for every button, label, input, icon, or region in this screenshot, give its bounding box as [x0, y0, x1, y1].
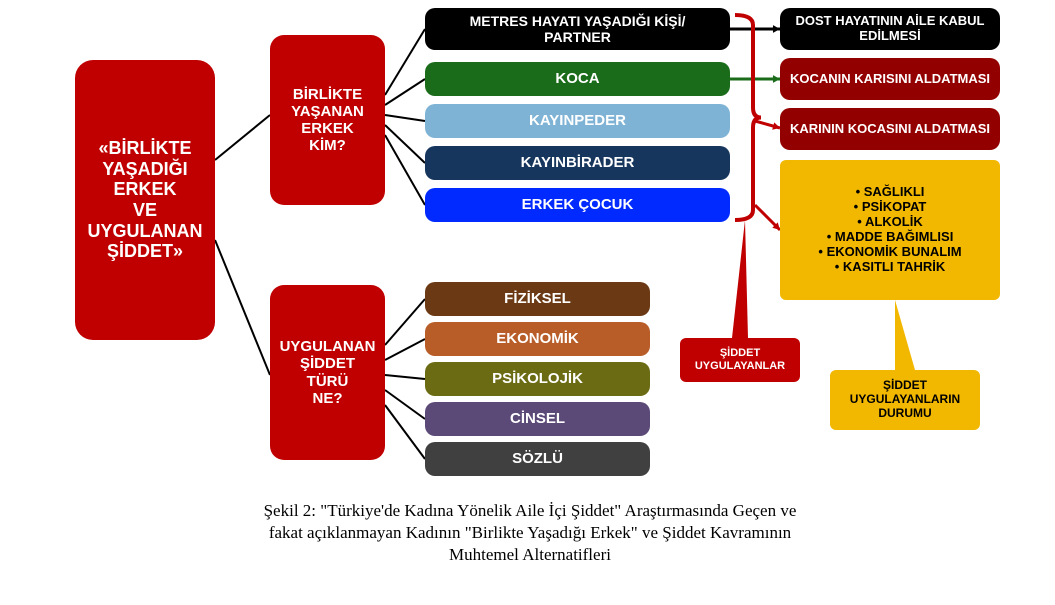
- type-cinsel: CİNSEL: [425, 402, 650, 436]
- root-box: «BİRLİKTE YAŞADIĞI ERKEK VE UYGULANAN Şİ…: [75, 60, 215, 340]
- bullet-item: SAĞLIKLI: [818, 185, 961, 200]
- co-siddet: ŞİDDET UYGULAYANLAR: [680, 338, 800, 382]
- bullet-item: EKONOMİK BUNALIM: [818, 245, 961, 260]
- bullet-item: PSİKOPAT: [818, 200, 961, 215]
- type-fiziksel: FİZİKSEL: [425, 282, 650, 316]
- who-kayinb: KAYINBİRADER: [425, 146, 730, 180]
- who-kayinp: KAYINPEDER: [425, 104, 730, 138]
- type-psikolojik: PSİKOLOJİK: [425, 362, 650, 396]
- who-koca: KOCA: [425, 62, 730, 96]
- bullet-item: MADDE BAĞIMLISI: [818, 230, 961, 245]
- type-sozlu: SÖZLÜ: [425, 442, 650, 476]
- r-karinin: KARININ KOCASINI ALDATMASI: [780, 108, 1000, 150]
- r-kocanin: KOCANIN KARISINI ALDATMASI: [780, 58, 1000, 100]
- type-ekonomik: EKONOMİK: [425, 322, 650, 356]
- co-durumu: ŞİDDET UYGULAYANLARIN DURUMU: [830, 370, 980, 430]
- bullet-item: ALKOLİK: [818, 215, 961, 230]
- yellow-bullets: SAĞLIKLIPSİKOPATALKOLİKMADDE BAĞIMLISIEK…: [780, 160, 1000, 300]
- who-partner: METRES HAYATI YAŞADIĞI KİŞİ/ PARTNER: [425, 8, 730, 50]
- mid-who: BİRLİKTE YAŞANAN ERKEK KİM?: [270, 35, 385, 205]
- mid-type: UYGULANAN ŞİDDET TÜRÜ NE?: [270, 285, 385, 460]
- bullet-item: KASITLI TAHRİK: [818, 260, 961, 275]
- caption-text: Şekil 2: "Türkiye'de Kadına Yönelik Aile…: [264, 501, 797, 564]
- figure-caption: Şekil 2: "Türkiye'de Kadına Yönelik Aile…: [120, 500, 940, 566]
- who-erkekc: ERKEK ÇOCUK: [425, 188, 730, 222]
- r-dost: DOST HAYATININ AİLE KABUL EDİLMESİ: [780, 8, 1000, 50]
